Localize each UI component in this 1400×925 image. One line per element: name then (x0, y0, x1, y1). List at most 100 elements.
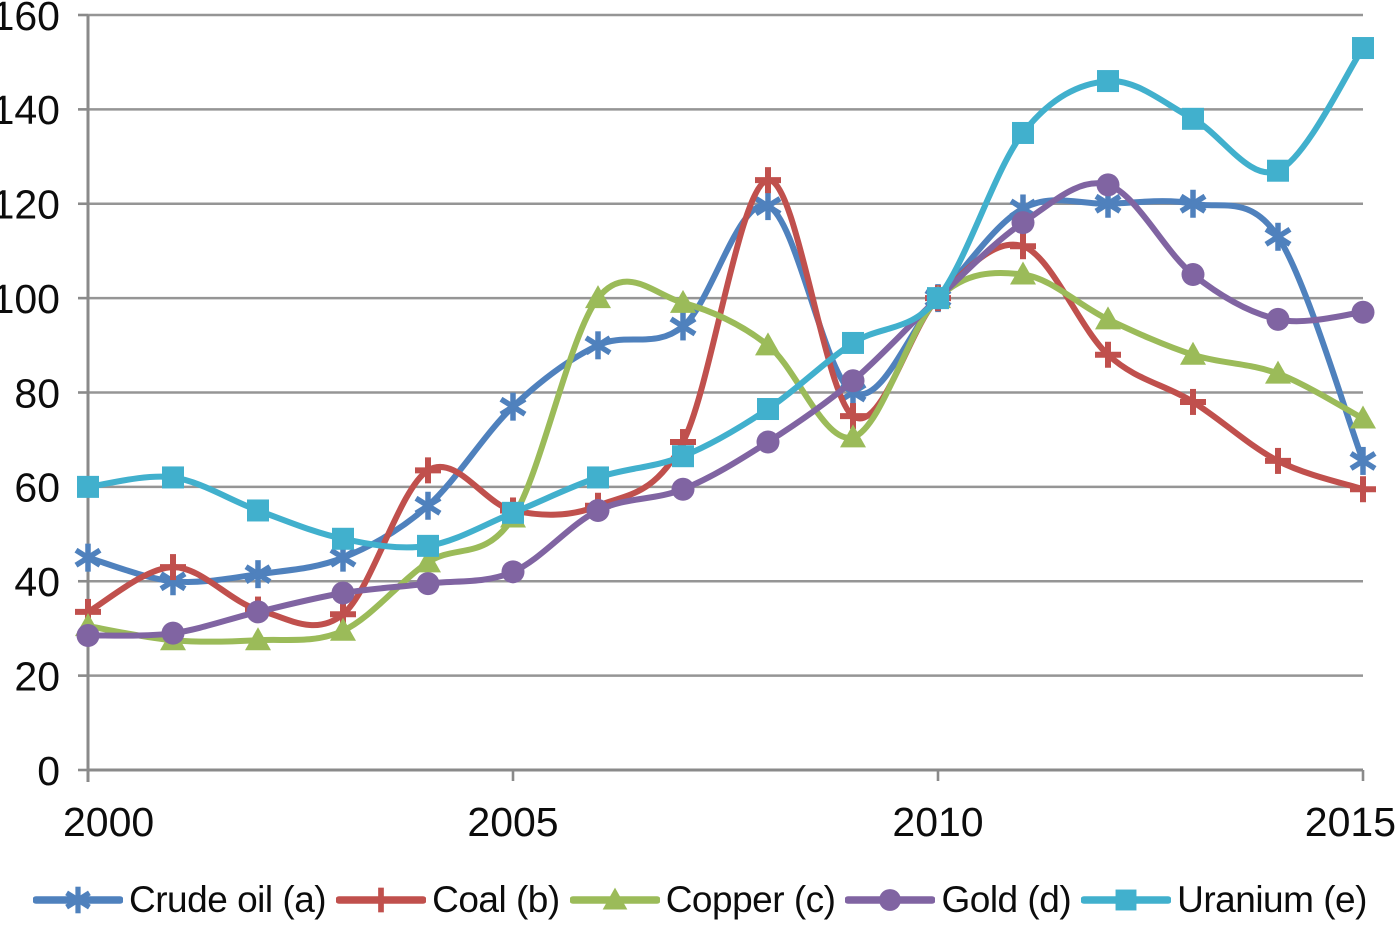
circle-marker (1096, 173, 1120, 197)
triangle-marker (755, 332, 781, 356)
legend-item-uranium-e: Uranium (e) (1081, 878, 1367, 922)
circle-marker (586, 498, 610, 522)
legend-item-gold-d: Gold (d) (845, 878, 1072, 922)
triangle-marker (585, 285, 611, 309)
series-gold-d (76, 173, 1375, 648)
square-marker (1097, 70, 1119, 93)
circle-marker (671, 477, 695, 501)
legend-marker (879, 889, 902, 911)
plus-marker (1095, 341, 1121, 368)
y-axis-label: 120 (0, 182, 60, 228)
circle-marker (756, 430, 780, 454)
plus-marker (368, 887, 394, 913)
plus-marker (755, 167, 781, 194)
legend-swatch-uranium-e (1081, 889, 1172, 911)
series-line-copper-c (85, 269, 1366, 645)
legend-label-copper-c: Copper (c) (665, 879, 836, 920)
y-axis-label: 0 (37, 748, 60, 794)
y-axis-label: 20 (14, 653, 60, 699)
triangle-marker (1265, 360, 1291, 384)
series-line-coal-b (85, 177, 1366, 629)
square-marker (757, 398, 779, 421)
legend-swatch-crude-oil-a (33, 886, 124, 914)
asterisk-marker (1349, 446, 1377, 475)
asterisk-marker (584, 331, 612, 360)
square-marker (927, 287, 949, 310)
series-crude-oil-a (74, 189, 1377, 596)
y-axis-label: 60 (14, 465, 60, 511)
plot-area: 0 20 40 60 80 100 120 140 160 2000 2005 2010 2015 (0, 0, 1396, 845)
legend-swatch-coal-b (336, 887, 427, 913)
circle-marker (416, 572, 440, 596)
asterisk-marker (65, 886, 91, 914)
plus-marker (1180, 388, 1206, 415)
triangle-marker (415, 549, 441, 573)
x-axis-label: 2010 (892, 799, 983, 845)
legend-label-crude-oil-a: Crude oil (a) (129, 879, 327, 920)
triangle-marker (1010, 261, 1036, 285)
legend-swatch-gold-d (845, 889, 936, 911)
asterisk-marker (1264, 222, 1292, 251)
circle-marker (841, 369, 865, 393)
square-marker (247, 499, 269, 522)
circle-marker (501, 560, 525, 584)
y-axis-label: 100 (0, 276, 60, 322)
y-axis-label: 160 (0, 0, 60, 39)
legend-label-gold-d: Gold (d) (941, 879, 1072, 920)
square-marker (1267, 159, 1289, 182)
plus-marker (415, 457, 441, 484)
legend-marker (602, 887, 628, 910)
x-axis-label: 2005 (467, 799, 558, 845)
axis-labels: 0 20 40 60 80 100 120 140 160 2000 2005 2010 2015 (0, 0, 1396, 845)
circle-marker (1181, 263, 1205, 287)
asterisk-marker (414, 491, 442, 520)
legend-marker (1115, 889, 1137, 911)
square-marker (1012, 121, 1034, 144)
legend-marker (368, 887, 394, 913)
asterisk-marker (754, 192, 782, 221)
plus-marker (1010, 233, 1036, 260)
square-marker (1352, 37, 1374, 60)
square-marker (587, 466, 609, 489)
legend-label-uranium-e: Uranium (e) (1177, 879, 1367, 920)
asterisk-marker (74, 543, 102, 572)
circle-marker (1351, 300, 1375, 324)
legend-item-coal-b: Coal (b) (336, 878, 560, 922)
asterisk-marker (669, 312, 697, 341)
y-axis-label: 140 (0, 87, 60, 133)
series-copper-c (75, 261, 1376, 651)
x-axis-label: 2015 (1305, 799, 1396, 845)
square-marker (502, 501, 524, 524)
chart-legend: Crude oil (a) Coal (b) Copper (c) Gold (d) U… (0, 878, 1400, 922)
plus-marker (1265, 447, 1291, 474)
x-axis-label: 2000 (63, 799, 154, 845)
square-marker (672, 445, 694, 468)
asterisk-marker (1179, 189, 1207, 218)
triangle-marker (670, 289, 696, 313)
square-marker (332, 527, 354, 550)
plus-marker (1350, 476, 1376, 503)
asterisk-marker (244, 560, 272, 589)
circle-marker (76, 624, 100, 648)
triangle-marker (245, 627, 271, 651)
legend-item-crude-oil-a: Crude oil (a) (33, 878, 327, 922)
circle-marker (1011, 211, 1035, 235)
triangle-marker (330, 617, 356, 641)
asterisk-marker (499, 392, 527, 421)
triangle-marker (1350, 405, 1376, 429)
square-marker (162, 466, 184, 489)
square-marker (77, 475, 99, 498)
circle-marker (331, 581, 355, 605)
circle-marker (246, 600, 270, 624)
square-marker (1115, 889, 1137, 911)
triangle-marker (1180, 341, 1206, 365)
triangle-marker (1095, 306, 1121, 330)
plus-marker (160, 554, 186, 581)
y-axis-label: 80 (14, 370, 60, 416)
legend-marker (65, 886, 91, 914)
circle-marker (1266, 307, 1290, 331)
axes (78, 13, 1365, 782)
circle-marker (161, 621, 185, 645)
circle-marker (879, 889, 902, 911)
